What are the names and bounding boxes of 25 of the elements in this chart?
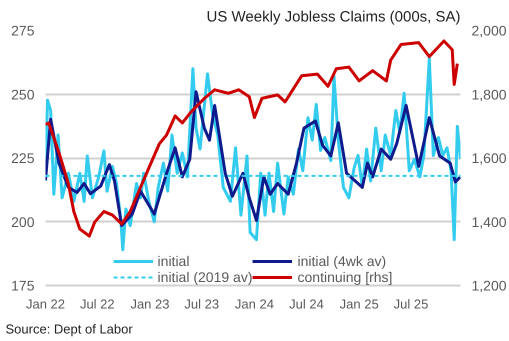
x-tick-label: Jan 23	[130, 296, 170, 312]
y2-tick-label: 2,000	[472, 22, 507, 38]
x-tick-label: Jan 22	[26, 296, 66, 312]
chart-title: US Weekly Jobless Claims (000s, SA)	[206, 8, 461, 26]
legend-label: initial (2019 av)	[158, 269, 252, 285]
source-note: Source: Dept of Labor	[6, 322, 134, 336]
y2-tick-label: 1,600	[472, 150, 507, 166]
y-tick-label: 275	[11, 22, 35, 38]
y2-tick-label: 1,200	[472, 278, 507, 294]
y-tick-label: 200	[11, 214, 35, 230]
y-tick-label: 175	[11, 278, 35, 294]
legend-label: initial (4wk av)	[297, 253, 386, 269]
y2-tick-label: 1,800	[472, 86, 507, 102]
legend-label: continuing [rhs]	[297, 269, 392, 285]
y2-tick-label: 1,400	[472, 214, 507, 230]
x-tick-label: Jul 23	[184, 296, 220, 312]
line-series	[46, 90, 460, 228]
y-tick-label: 250	[11, 86, 35, 102]
x-tick-label: Jan 25	[340, 296, 379, 312]
x-tick-label: Jul 24	[289, 296, 324, 312]
y-tick-label: 225	[11, 150, 35, 166]
legend-label: initial	[158, 253, 190, 269]
x-tick-label: Jul 22	[80, 296, 115, 312]
x-tick-label: Jul 25	[394, 296, 428, 312]
x-tick-label: Jan 24	[234, 296, 274, 312]
